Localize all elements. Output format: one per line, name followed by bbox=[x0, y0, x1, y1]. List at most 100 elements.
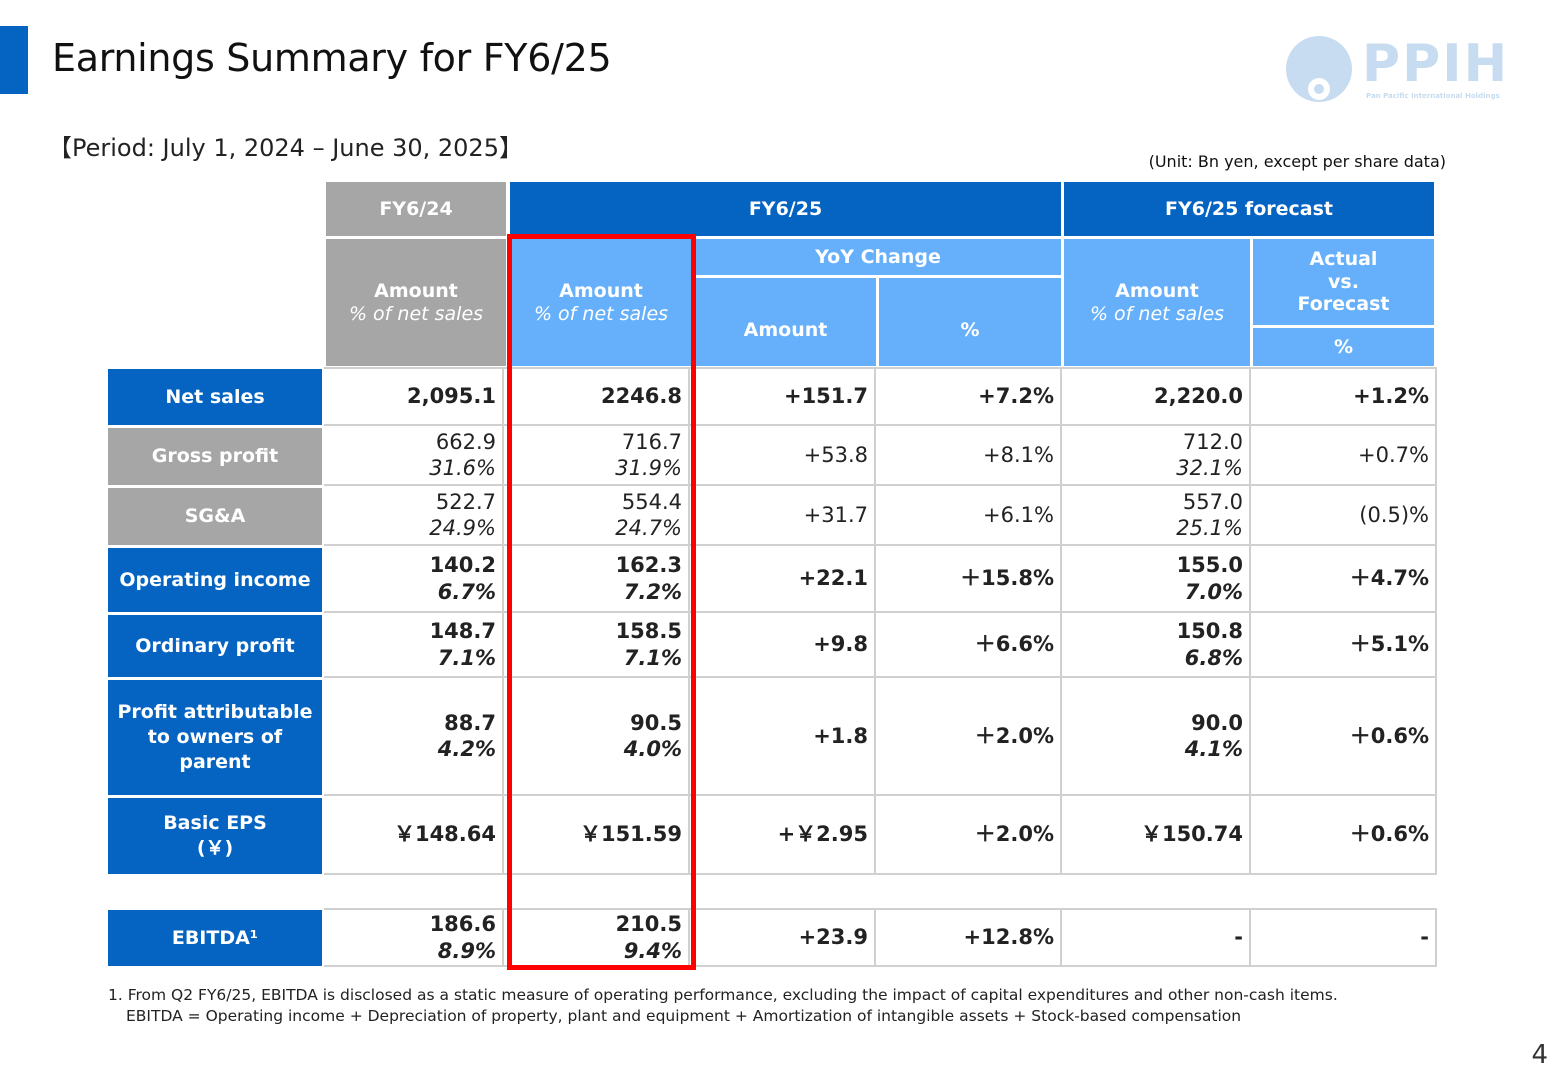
cell-value: ＋2.0% bbox=[974, 822, 1054, 847]
cell-value: ＋15.8% bbox=[960, 566, 1054, 591]
cell-value: ＋4.7% bbox=[1349, 566, 1429, 591]
footnote-2: EBITDA = Operating income + Depreciation… bbox=[126, 1007, 1242, 1025]
table-cell: 662.9 31.6% bbox=[324, 426, 504, 486]
cell-value: ￥151.59 bbox=[579, 822, 682, 847]
header-actual-pct: % bbox=[1253, 328, 1434, 366]
table-cell: ＋5.1% bbox=[1251, 613, 1437, 678]
table-cell: +6.1% bbox=[876, 486, 1062, 546]
table-cell: +31.7 bbox=[690, 486, 876, 546]
row-label-text: SG&A bbox=[184, 505, 246, 528]
cell-value: +￥2.95 bbox=[777, 822, 868, 847]
cell-pct-net-sales: 7.2% bbox=[623, 579, 682, 604]
cell-pct-net-sales: 25.1% bbox=[1176, 516, 1243, 540]
cell-value: 148.7 bbox=[429, 619, 496, 644]
cell-value: - bbox=[1420, 925, 1429, 950]
cell-value: ＋5.1% bbox=[1349, 632, 1429, 657]
header-yoy-pct: % bbox=[879, 278, 1061, 366]
row-label: Profit attributable to owners of parent bbox=[108, 680, 322, 795]
row-label: Ordinary profit bbox=[108, 615, 322, 677]
cell-value: ￥150.74 bbox=[1140, 822, 1243, 847]
cell-value: 158.5 bbox=[615, 619, 682, 644]
cell-value: - bbox=[1234, 925, 1243, 950]
cell-value: ＋2.0% bbox=[974, 723, 1054, 748]
header-actual-label: Actual bbox=[1309, 247, 1378, 270]
table-cell: ＋4.7% bbox=[1251, 546, 1437, 613]
cell-pct-net-sales: 31.6% bbox=[429, 456, 496, 480]
unit-note: (Unit: Bn yen, except per share data) bbox=[1148, 152, 1446, 171]
table-cell: 554.4 24.7% bbox=[504, 486, 690, 546]
cell-value: 140.2 bbox=[429, 553, 496, 578]
table-cell: +1.8 bbox=[690, 678, 876, 796]
cell-value: +7.2% bbox=[978, 384, 1054, 409]
cell-pct-net-sales: 9.4% bbox=[623, 938, 682, 963]
table-cell: +1.2% bbox=[1251, 367, 1437, 426]
cell-value: 716.7 bbox=[621, 429, 682, 454]
header-pct-net-sales: % of net sales bbox=[533, 302, 669, 325]
cell-value: 662.9 bbox=[435, 429, 496, 454]
table-cell: 557.0 25.1% bbox=[1062, 486, 1251, 546]
row-label-text: Gross profit bbox=[151, 445, 279, 468]
table-cell: 2246.8 bbox=[504, 367, 690, 426]
table-cell: +8.1% bbox=[876, 426, 1062, 486]
row-label-text: Ordinary profit bbox=[135, 634, 295, 657]
table-cell: 90.5 4.0% bbox=[504, 678, 690, 796]
cell-pct-net-sales: 4.2% bbox=[437, 737, 496, 761]
cell-value: 2246.8 bbox=[600, 384, 682, 409]
row-label-text: EBITDA¹ bbox=[171, 926, 259, 949]
cell-pct-net-sales: 6.7% bbox=[437, 579, 496, 604]
cell-value: ＋0.6% bbox=[1349, 723, 1429, 748]
page-number: 4 bbox=[1531, 1040, 1548, 1070]
table-cell: 148.7 7.1% bbox=[324, 613, 504, 678]
company-logo: PPIH Pan Pacific International Holdings bbox=[1284, 34, 1514, 104]
row-label-text: Basic EPS bbox=[163, 812, 267, 835]
table-cell: ＋6.6% bbox=[876, 613, 1062, 678]
cell-value: ＋6.6% bbox=[974, 632, 1054, 657]
header-actual-vs-forecast: Actual vs. Forecast bbox=[1253, 239, 1434, 325]
table-cell: - bbox=[1062, 908, 1251, 967]
table-cell: 712.0 32.1% bbox=[1062, 426, 1251, 486]
header-fy25-amount: Amount % of net sales bbox=[510, 239, 692, 366]
cell-value: 90.5 bbox=[630, 710, 682, 735]
cell-value: ＋0.6% bbox=[1349, 822, 1429, 847]
cell-pct-net-sales: 4.1% bbox=[1184, 737, 1243, 761]
table-cell: 2,220.0 bbox=[1062, 367, 1251, 426]
header-fy24: FY6/24 bbox=[326, 182, 506, 236]
cell-pct-net-sales: 7.1% bbox=[437, 645, 496, 670]
cell-value: 186.6 bbox=[429, 912, 496, 937]
cell-pct-net-sales: 4.0% bbox=[623, 737, 682, 761]
row-label-unit: (￥) bbox=[196, 837, 234, 859]
table-cell: +0.7% bbox=[1251, 426, 1437, 486]
table-cell: - bbox=[1251, 908, 1437, 967]
logo-text: PPIH bbox=[1362, 34, 1510, 94]
table-cell: 155.0 7.0% bbox=[1062, 546, 1251, 613]
cell-value: +151.7 bbox=[783, 384, 868, 409]
footnote-1: 1. From Q2 FY6/25, EBITDA is disclosed a… bbox=[108, 986, 1338, 1004]
table-cell: +7.2% bbox=[876, 367, 1062, 426]
cell-value: 90.0 bbox=[1191, 710, 1243, 735]
table-cell: ＋15.8% bbox=[876, 546, 1062, 613]
table-cell: ＋0.6% bbox=[1251, 796, 1437, 875]
header-amount-label: Amount bbox=[1115, 279, 1199, 302]
title-accent-bar bbox=[0, 26, 28, 94]
cell-value: 162.3 bbox=[615, 553, 682, 578]
row-label: SG&A bbox=[108, 488, 322, 545]
header-fy25-forecast: FY6/25 forecast bbox=[1064, 182, 1434, 236]
table-cell: 162.3 7.2% bbox=[504, 546, 690, 613]
header-forecast-amount: Amount % of net sales bbox=[1064, 239, 1250, 366]
header-pct-net-sales: % of net sales bbox=[1089, 302, 1225, 325]
row-label: Operating income bbox=[108, 548, 322, 612]
cell-value: (0.5)% bbox=[1359, 502, 1429, 527]
cell-pct-net-sales: 24.7% bbox=[615, 516, 682, 540]
header-yoy-amount: Amount bbox=[695, 278, 876, 366]
page-title: Earnings Summary for FY6/25 bbox=[52, 36, 612, 80]
table-cell: +151.7 bbox=[690, 367, 876, 426]
table-cell: ￥151.59 bbox=[504, 796, 690, 875]
table-cell: +9.8 bbox=[690, 613, 876, 678]
table-cell: ＋0.6% bbox=[1251, 678, 1437, 796]
table-cell: 158.5 7.1% bbox=[504, 613, 690, 678]
cell-value: +22.1 bbox=[798, 566, 868, 591]
cell-value: +1.8 bbox=[813, 723, 868, 748]
table-cell: +23.9 bbox=[690, 908, 876, 967]
table-cell: ￥148.64 bbox=[324, 796, 504, 875]
cell-value: ￥148.64 bbox=[393, 822, 496, 847]
